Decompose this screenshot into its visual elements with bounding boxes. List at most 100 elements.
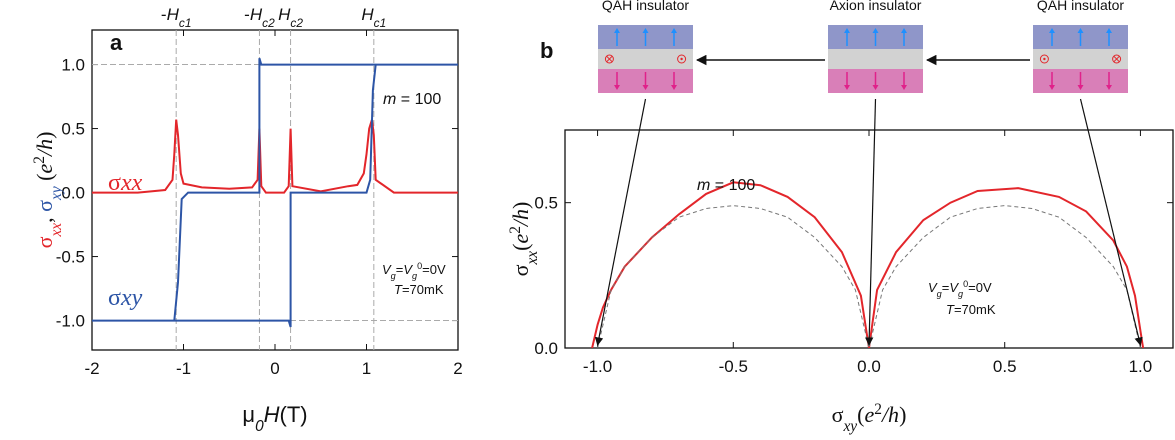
label-part: c1 bbox=[374, 16, 387, 30]
label-part: /h bbox=[880, 402, 899, 427]
label-part: σ bbox=[32, 236, 57, 248]
label-part: σ bbox=[108, 285, 121, 311]
pointer-arrow bbox=[594, 98, 647, 346]
label-part: μ bbox=[242, 402, 255, 427]
y-tick-label: -1.0 bbox=[56, 312, 85, 331]
inset-label: QAH insulator bbox=[1037, 0, 1124, 13]
data-line bbox=[591, 181, 1145, 348]
spin-head bbox=[872, 28, 879, 33]
spin-head bbox=[642, 28, 649, 33]
spin-head bbox=[1049, 28, 1055, 33]
label-part: 2 bbox=[874, 401, 882, 418]
label-part: xx bbox=[524, 251, 541, 266]
label-part: = bbox=[396, 262, 404, 277]
y-tick-label: 0.0 bbox=[534, 339, 558, 358]
x-axis-label: μ0H(T) bbox=[242, 402, 307, 435]
layer-middle bbox=[828, 49, 923, 69]
label-part: , bbox=[32, 212, 57, 223]
layer-middle bbox=[1033, 49, 1128, 69]
x-tick-label: 0 bbox=[270, 359, 279, 378]
label-part: H bbox=[278, 5, 291, 24]
chiral-edge-cross bbox=[606, 55, 613, 63]
y-tick-label: -0.5 bbox=[56, 248, 85, 267]
y-tick-label: 0.0 bbox=[61, 184, 85, 203]
label-part: V bbox=[949, 280, 959, 295]
x-tick-label: -1.0 bbox=[583, 357, 612, 376]
label-part: (T) bbox=[280, 402, 308, 427]
spin-head bbox=[1077, 85, 1084, 90]
spin-head bbox=[671, 28, 677, 33]
annotation: T=70mK bbox=[946, 302, 996, 317]
layer-middle bbox=[598, 49, 693, 69]
plot-frame bbox=[564, 129, 1174, 349]
legend-label: σxy bbox=[108, 285, 143, 311]
x-tick-label: 0.5 bbox=[993, 357, 1017, 376]
spin-head bbox=[642, 85, 649, 90]
label-part: m bbox=[383, 91, 396, 108]
x-tick-label: -0.5 bbox=[719, 357, 748, 376]
label-part: T bbox=[394, 282, 403, 297]
label-part: = bbox=[942, 280, 950, 295]
x-tick-label: 1 bbox=[362, 359, 371, 378]
spin-head bbox=[614, 85, 620, 90]
label-part: ( bbox=[857, 402, 864, 427]
top-label: Hc2 bbox=[278, 5, 303, 30]
label-part: ) bbox=[899, 402, 906, 427]
top-label: -Hc1 bbox=[161, 5, 192, 30]
label-part: e bbox=[864, 402, 874, 427]
spin-head bbox=[671, 85, 677, 90]
label-part: σ bbox=[508, 264, 533, 276]
chiral-edge bbox=[604, 54, 614, 64]
label-part: H bbox=[264, 402, 280, 427]
spin-head bbox=[614, 28, 620, 33]
y-axis-label: σxx, σxy (e2/h) bbox=[31, 132, 65, 249]
spin-head bbox=[1077, 28, 1084, 33]
label-part: e bbox=[32, 164, 57, 174]
annotation: m = 100 bbox=[383, 91, 441, 108]
legend-label: σxx bbox=[108, 170, 143, 196]
label-part: V bbox=[403, 262, 413, 277]
label-part: c1 bbox=[179, 16, 192, 30]
label-part: xy bbox=[842, 418, 857, 435]
chiral-edge bbox=[677, 54, 687, 64]
label-part: 0 bbox=[417, 261, 422, 271]
chiral-edge-dot bbox=[1043, 57, 1046, 61]
label-part: σ bbox=[832, 402, 844, 427]
spin-head bbox=[844, 28, 850, 33]
label-part: =0V bbox=[968, 280, 992, 295]
annotation: T=70mK bbox=[394, 282, 444, 297]
label-part: σ bbox=[32, 200, 57, 212]
label-part: /h bbox=[508, 209, 533, 228]
label-part: V bbox=[382, 262, 392, 277]
plot-frame bbox=[91, 29, 459, 351]
panel-label: b bbox=[540, 38, 553, 63]
label-part: g bbox=[412, 271, 417, 281]
label-part: σ bbox=[108, 170, 121, 196]
spin-head bbox=[901, 85, 907, 90]
label-part: - bbox=[161, 5, 167, 24]
label-part: ) bbox=[32, 132, 57, 139]
panel-label: a bbox=[110, 30, 123, 55]
label-part: xy bbox=[48, 186, 65, 201]
annotation: Vg=Vg0=0V bbox=[382, 261, 446, 281]
x-axis-label: σxy(e2/h) bbox=[832, 401, 907, 435]
chiral-edge-dot bbox=[680, 57, 683, 61]
label-part: 2 bbox=[507, 226, 524, 234]
label-part: 0 bbox=[963, 279, 968, 289]
label-part: H bbox=[250, 5, 263, 24]
label-part: T bbox=[946, 302, 955, 317]
label-part: = 100 bbox=[396, 91, 441, 108]
spin-head bbox=[872, 85, 879, 90]
label-part: xx bbox=[120, 170, 143, 196]
label-part: =70mK bbox=[402, 282, 444, 297]
spin-head bbox=[901, 28, 907, 33]
label-part: xx bbox=[48, 223, 65, 238]
label-part: c2 bbox=[290, 16, 303, 30]
label-part: g bbox=[391, 271, 396, 281]
x-tick-label: 0.0 bbox=[857, 357, 881, 376]
x-tick-label: -1 bbox=[176, 359, 191, 378]
label-part: e bbox=[508, 234, 533, 244]
label-part: =0V bbox=[422, 262, 446, 277]
label-part: 2 bbox=[31, 156, 48, 164]
label-part: xy bbox=[120, 285, 143, 311]
